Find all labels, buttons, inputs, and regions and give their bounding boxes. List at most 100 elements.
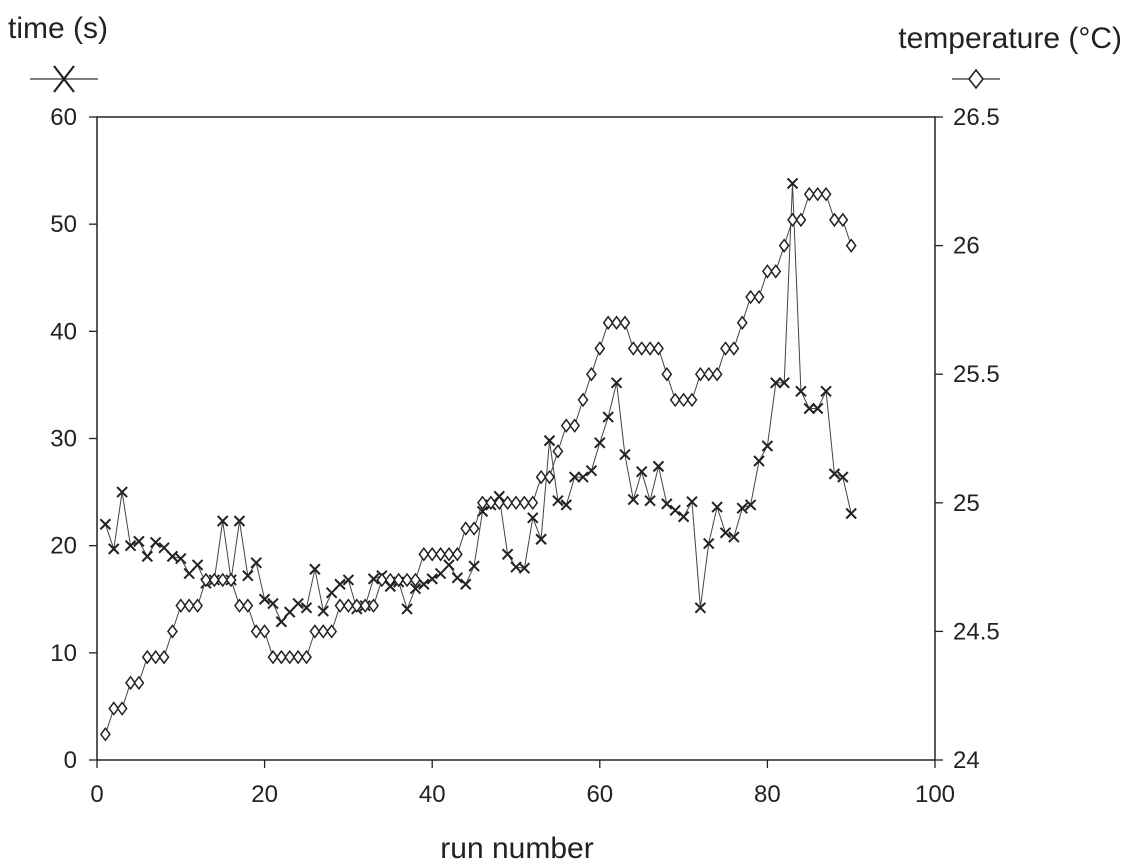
temperature-point [435,546,447,562]
time-point [761,440,774,452]
temperature-point [368,598,379,613]
right-legend-key [952,68,1000,90]
left-tick-label: 60 [50,104,77,131]
temperature-point [736,315,748,331]
left-tick-label: 40 [50,318,77,345]
time-point [501,548,514,560]
temperature-point [158,649,170,665]
temperature-point [234,598,245,613]
time-point [677,511,690,523]
temperature-point [803,186,815,202]
x-tick-label: 40 [419,781,446,808]
time-point [426,573,438,585]
temperature-point [309,624,321,639]
time-point [334,578,346,590]
temperature-point [384,572,396,588]
left-tick-label: 50 [50,211,77,238]
temperature-point [460,521,472,536]
right-tick-label: 26.5 [953,104,1000,131]
temperature-point [342,598,354,613]
time-point [552,494,564,507]
time-point [719,527,732,539]
temperature-point [418,546,430,562]
temperature-point [829,212,840,228]
temperature-point [267,649,279,665]
time-point [183,567,195,580]
temperature-point [108,701,120,716]
temperature-series [99,186,857,742]
temperature-point [166,624,178,639]
temperature-point [125,675,136,691]
time-series [99,177,857,628]
time-point [602,411,614,423]
time-point [527,512,539,524]
time-point [543,434,556,447]
time-point [728,531,740,543]
right-tick-label: 24 [953,747,980,774]
time-point [828,468,841,480]
temperature-point [426,546,438,562]
temperature-point [502,495,514,511]
time-point [124,539,137,552]
time-point [342,574,355,586]
time-point [216,515,229,527]
temperature-point [510,495,522,511]
temperature-point [770,264,782,279]
x-tick-label: 80 [754,781,781,808]
temperature-point [317,624,329,639]
temperature-point [292,649,304,665]
temperature-point [644,341,656,356]
right-tick-label: 24.5 [953,618,1000,645]
temperature-point [468,521,480,536]
temperature-point [787,212,798,228]
time-point [518,562,531,574]
time-point [401,603,413,615]
time-point [778,377,790,389]
temperature-point [326,624,338,639]
time-point [468,560,480,572]
temperature-point [795,212,807,228]
temperature-point [837,212,849,228]
time-point [443,559,455,571]
temperature-point [175,598,187,613]
time-point [434,567,447,580]
temperature-point [334,598,346,613]
temperature-point [485,495,497,511]
temperature-point [686,392,698,408]
time-point [594,437,606,449]
time-point [661,498,673,510]
time-point [108,543,120,555]
temperature-point [694,366,706,382]
time-point [267,597,279,610]
time-point [803,402,816,415]
time-point [694,602,707,614]
time-point [619,448,631,461]
temperature-point [619,315,631,331]
temperature-point [711,366,723,382]
temperature-point [720,341,731,356]
temperature-point [845,238,857,253]
temperature-point [259,624,271,639]
temperature-point [535,469,547,485]
left-legend-key [30,65,98,93]
time-point [460,578,472,590]
time-point [786,177,799,190]
temperature-point [703,366,715,382]
temperature-point [812,186,824,202]
time-point [451,572,464,584]
time-point [309,563,321,575]
time-point [736,502,748,514]
temperature-point [141,649,153,665]
time-point [191,559,204,571]
temperature-point [778,238,790,253]
temperature-point [275,649,287,665]
time-point [652,460,665,473]
temperature-point [192,598,203,613]
time-point [577,471,589,483]
time-point [744,499,757,511]
temperature-point [376,572,388,588]
temperature-point [242,598,254,613]
temperature-point [552,444,564,459]
temperature-point [150,649,162,665]
